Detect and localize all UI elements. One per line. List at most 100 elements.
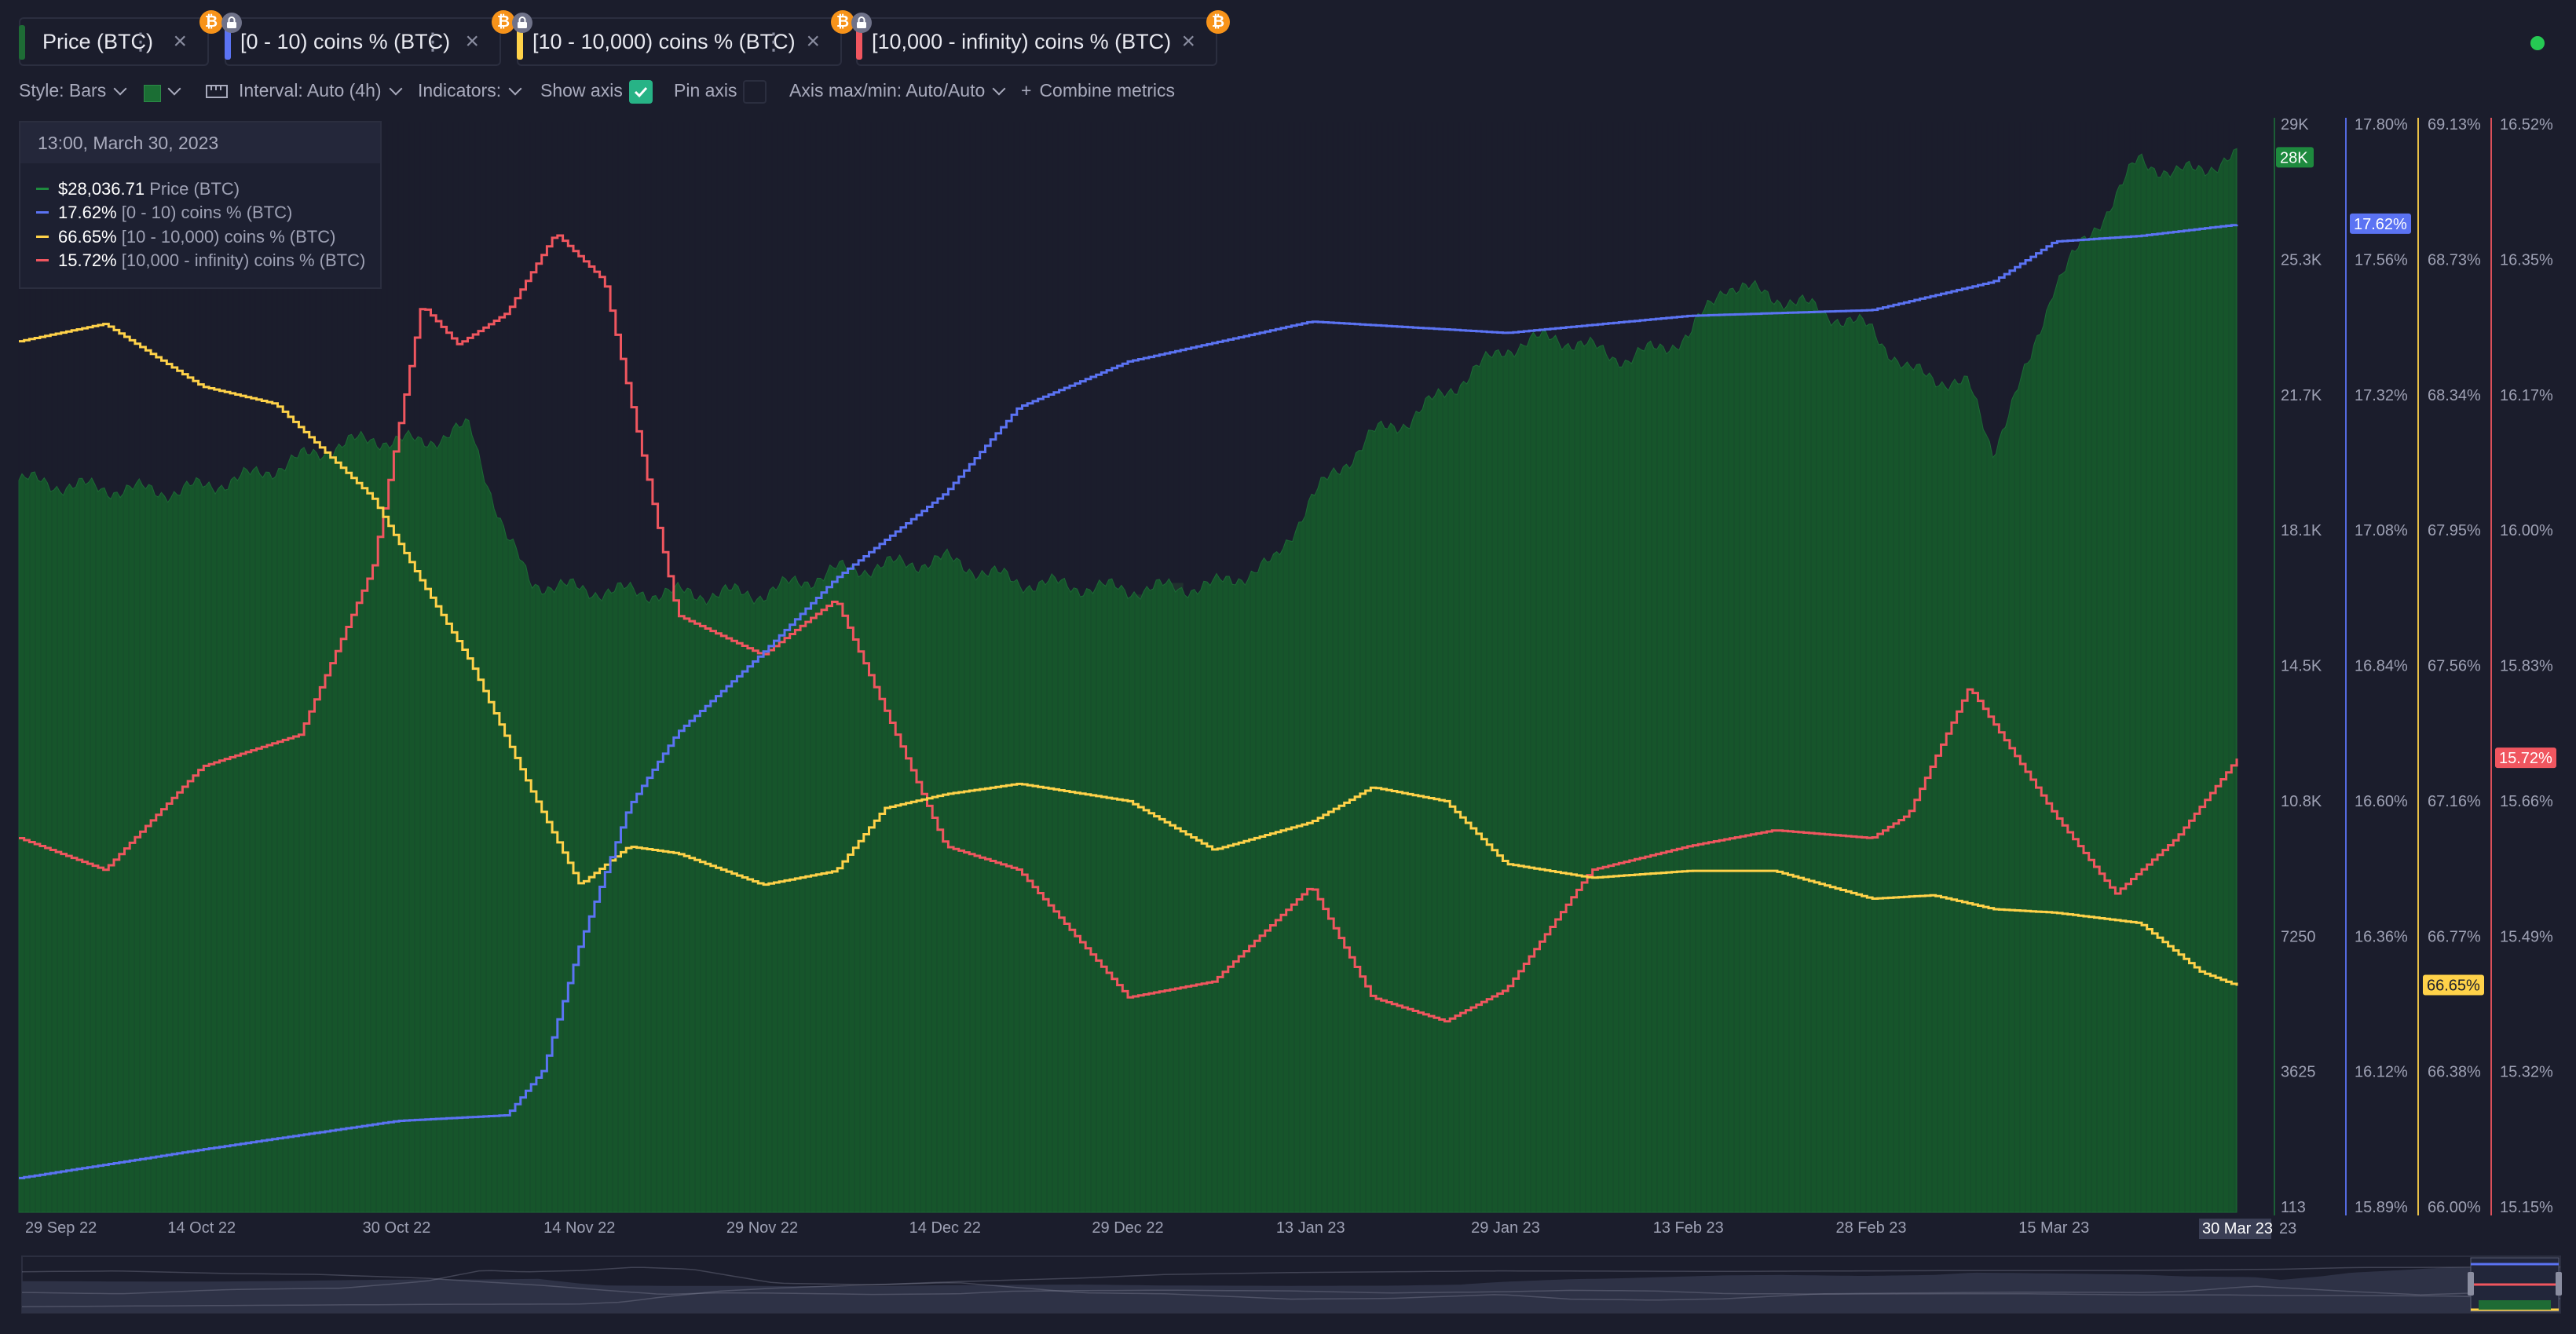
- y-axis-value-badge: [2276, 147, 2314, 168]
- tooltip-swatch: [36, 236, 49, 238]
- tooltip-date: 13:00, March 30, 2023: [20, 122, 380, 163]
- tab-10000-infinity-coins[interactable]: [10,000 - infinity) coins % (BTC) ×: [856, 17, 1217, 66]
- navigator-selection-price: [2479, 1300, 2551, 1310]
- bitcoin-icon: ₿: [199, 10, 223, 34]
- close-icon[interactable]: ×: [465, 28, 479, 54]
- more-options-icon[interactable]: ⋮: [421, 28, 445, 55]
- bitcoin-icon: ₿: [1206, 10, 1230, 34]
- plus-icon: +: [1021, 80, 1032, 101]
- show-axis-checkbox[interactable]: [629, 80, 653, 104]
- navigator-line-0-10: [21, 1266, 2560, 1307]
- y-axis-value-badge-label: 28K: [2280, 149, 2308, 166]
- navigator-line-10000-infinity: [21, 1266, 2561, 1301]
- y-axis-tick-label: 68.34%: [2428, 387, 2481, 404]
- indicators-dropdown[interactable]: Indicators:: [418, 80, 522, 101]
- y-axis-tick-label: 113: [2281, 1199, 2306, 1216]
- y-axis-tick-label: 16.00%: [2500, 522, 2553, 539]
- y-axis-tick-label: 68.73%: [2428, 251, 2481, 269]
- y-axis-tick-label: 25.3K: [2281, 251, 2322, 269]
- combine-metrics-label: Combine metrics: [1039, 80, 1175, 101]
- series-line-0-10: [19, 224, 2238, 1179]
- show-axis-label: Show axis: [540, 80, 623, 101]
- close-icon[interactable]: ×: [173, 28, 187, 54]
- y-axis-tick-label: 10.8K: [2281, 793, 2322, 810]
- tooltip-value: $28,036.71: [58, 179, 145, 199]
- x-axis-tick-label: 29 Dec 22: [1092, 1219, 1163, 1237]
- tooltip-value: 66.65%: [58, 227, 117, 247]
- series-line-10-10000: [19, 323, 2238, 986]
- style-label: Style: Bars: [19, 80, 107, 101]
- interval-dropdown[interactable]: Interval: Auto (4h): [206, 80, 403, 101]
- lock-icon: [851, 13, 872, 33]
- tooltip-row-price: $28,036.71 Price (BTC): [36, 179, 240, 199]
- tab-label: [0 - 10) coins % (BTC): [240, 29, 451, 53]
- y-axis-tick-label: 15.89%: [2355, 1199, 2408, 1216]
- tab-price-btc[interactable]: Price (BTC) ⋮ ×: [19, 17, 209, 66]
- y-axis-tick-label: 17.80%: [2355, 116, 2408, 133]
- price-bars: [18, 148, 2238, 1213]
- tab-color-stripe: [856, 25, 862, 60]
- tooltip-row-10000-inf: 15.72% [10,000 - infinity) coins % (BTC): [36, 250, 365, 271]
- y-axis-tick-label: 21.7K: [2281, 387, 2322, 404]
- x-axis-current-date-label: 30 Mar 23: [2202, 1220, 2273, 1237]
- x-axis-tick-label: 14 Dec 22: [909, 1219, 981, 1237]
- y-axis-tick-label: 66.77%: [2428, 928, 2481, 945]
- chart-toolbar: Style: Bars Interval: Auto (4h) Indicato…: [0, 75, 2576, 108]
- pin-axis-label: Pin axis: [674, 80, 737, 101]
- x-axis-tick-label: 30 Oct 22: [363, 1219, 431, 1237]
- y-axis-tick-label: 15.32%: [2500, 1064, 2553, 1081]
- interval-label: Interval: Auto (4h): [239, 80, 382, 101]
- y-axis-value-badge-label: 17.62%: [2354, 216, 2407, 233]
- y-axis-value-badge-label: 66.65%: [2427, 978, 2480, 995]
- hover-tooltip: 13:00, March 30, 2023 $28,036.71 Price (…: [19, 121, 382, 289]
- y-axis-tick-label: 15.49%: [2500, 928, 2553, 945]
- axis-maxmin-label: Axis max/min: Auto/Auto: [789, 80, 986, 101]
- tab-color-stripe: [517, 25, 523, 60]
- color-swatch[interactable]: [144, 85, 161, 102]
- tooltip-value: 15.72%: [58, 250, 117, 270]
- plot-area: santiment: [18, 122, 2238, 1213]
- more-options-icon[interactable]: ⋮: [762, 28, 785, 55]
- y-axis-tick-label: 16.60%: [2355, 793, 2408, 810]
- x-axis-tick-label: 29 Sep 22: [25, 1219, 97, 1237]
- tab-0-10-coins[interactable]: [0 - 10) coins % (BTC) ⋮ ×: [225, 17, 501, 66]
- x-axis-tick-label: 13 Feb 23: [1653, 1219, 1724, 1237]
- combine-metrics-button[interactable]: + Combine metrics: [1021, 80, 1175, 101]
- tooltip-name: [0 - 10) coins % (BTC): [121, 203, 293, 222]
- y-axis-tick-label: 3625: [2281, 1064, 2316, 1081]
- y-axis-tick-label: 29K: [2281, 116, 2309, 133]
- tab-label: Price (BTC): [42, 29, 153, 53]
- more-options-icon[interactable]: ⋮: [129, 28, 152, 55]
- checkmark-icon: [634, 86, 648, 98]
- y-axis-tick-label: 16.36%: [2355, 928, 2408, 945]
- tab-color-stripe: [225, 25, 231, 60]
- axis-maxmin-dropdown[interactable]: Axis max/min: Auto/Auto: [789, 80, 1006, 101]
- tooltip-row-0-10: 17.62% [0 - 10) coins % (BTC): [36, 203, 292, 223]
- tooltip-swatch: [36, 259, 49, 261]
- tooltip-name: [10,000 - infinity) coins % (BTC): [121, 250, 366, 270]
- y-axis-tick-label: 17.32%: [2355, 387, 2408, 404]
- x-axis-tick-label: 14 Nov 22: [543, 1219, 615, 1237]
- y-axis-tick-label: 14.5K: [2281, 658, 2322, 675]
- navigator-price-area: [22, 1267, 2560, 1313]
- tab-10-10000-coins[interactable]: [10 - 10,000) coins % (BTC) ⋮ ×: [517, 17, 842, 66]
- bitcoin-icon: ₿: [492, 10, 515, 34]
- metric-tabs-bar: Price (BTC) ⋮ × ₿ [0 - 10) coins % (BTC)…: [0, 0, 2576, 72]
- y-axis-tick-label: 7250: [2281, 928, 2316, 945]
- tab-label: [10,000 - infinity) coins % (BTC): [872, 29, 1172, 53]
- x-axis-tick-label: 14 Oct 22: [167, 1219, 236, 1237]
- x-axis-tick-label: 13 Jan 23: [1276, 1219, 1345, 1237]
- range-navigator[interactable]: [21, 1255, 2562, 1314]
- close-icon[interactable]: ×: [806, 28, 820, 54]
- close-icon[interactable]: ×: [1181, 28, 1195, 54]
- y-axis-tick-label: 15.83%: [2500, 658, 2553, 675]
- tooltip-swatch: [36, 211, 49, 214]
- series-line-10000-infinity: [19, 234, 2238, 1023]
- style-dropdown[interactable]: Style: Bars: [19, 80, 127, 101]
- x-axis-tick-label: 29 Nov 22: [726, 1219, 798, 1237]
- y-axis-tick-label: 17.56%: [2355, 251, 2408, 269]
- pin-axis-checkbox[interactable]: [743, 80, 767, 104]
- y-axis-tick-label: 67.95%: [2428, 522, 2481, 539]
- navigator-line-10-10000: [21, 1270, 2561, 1299]
